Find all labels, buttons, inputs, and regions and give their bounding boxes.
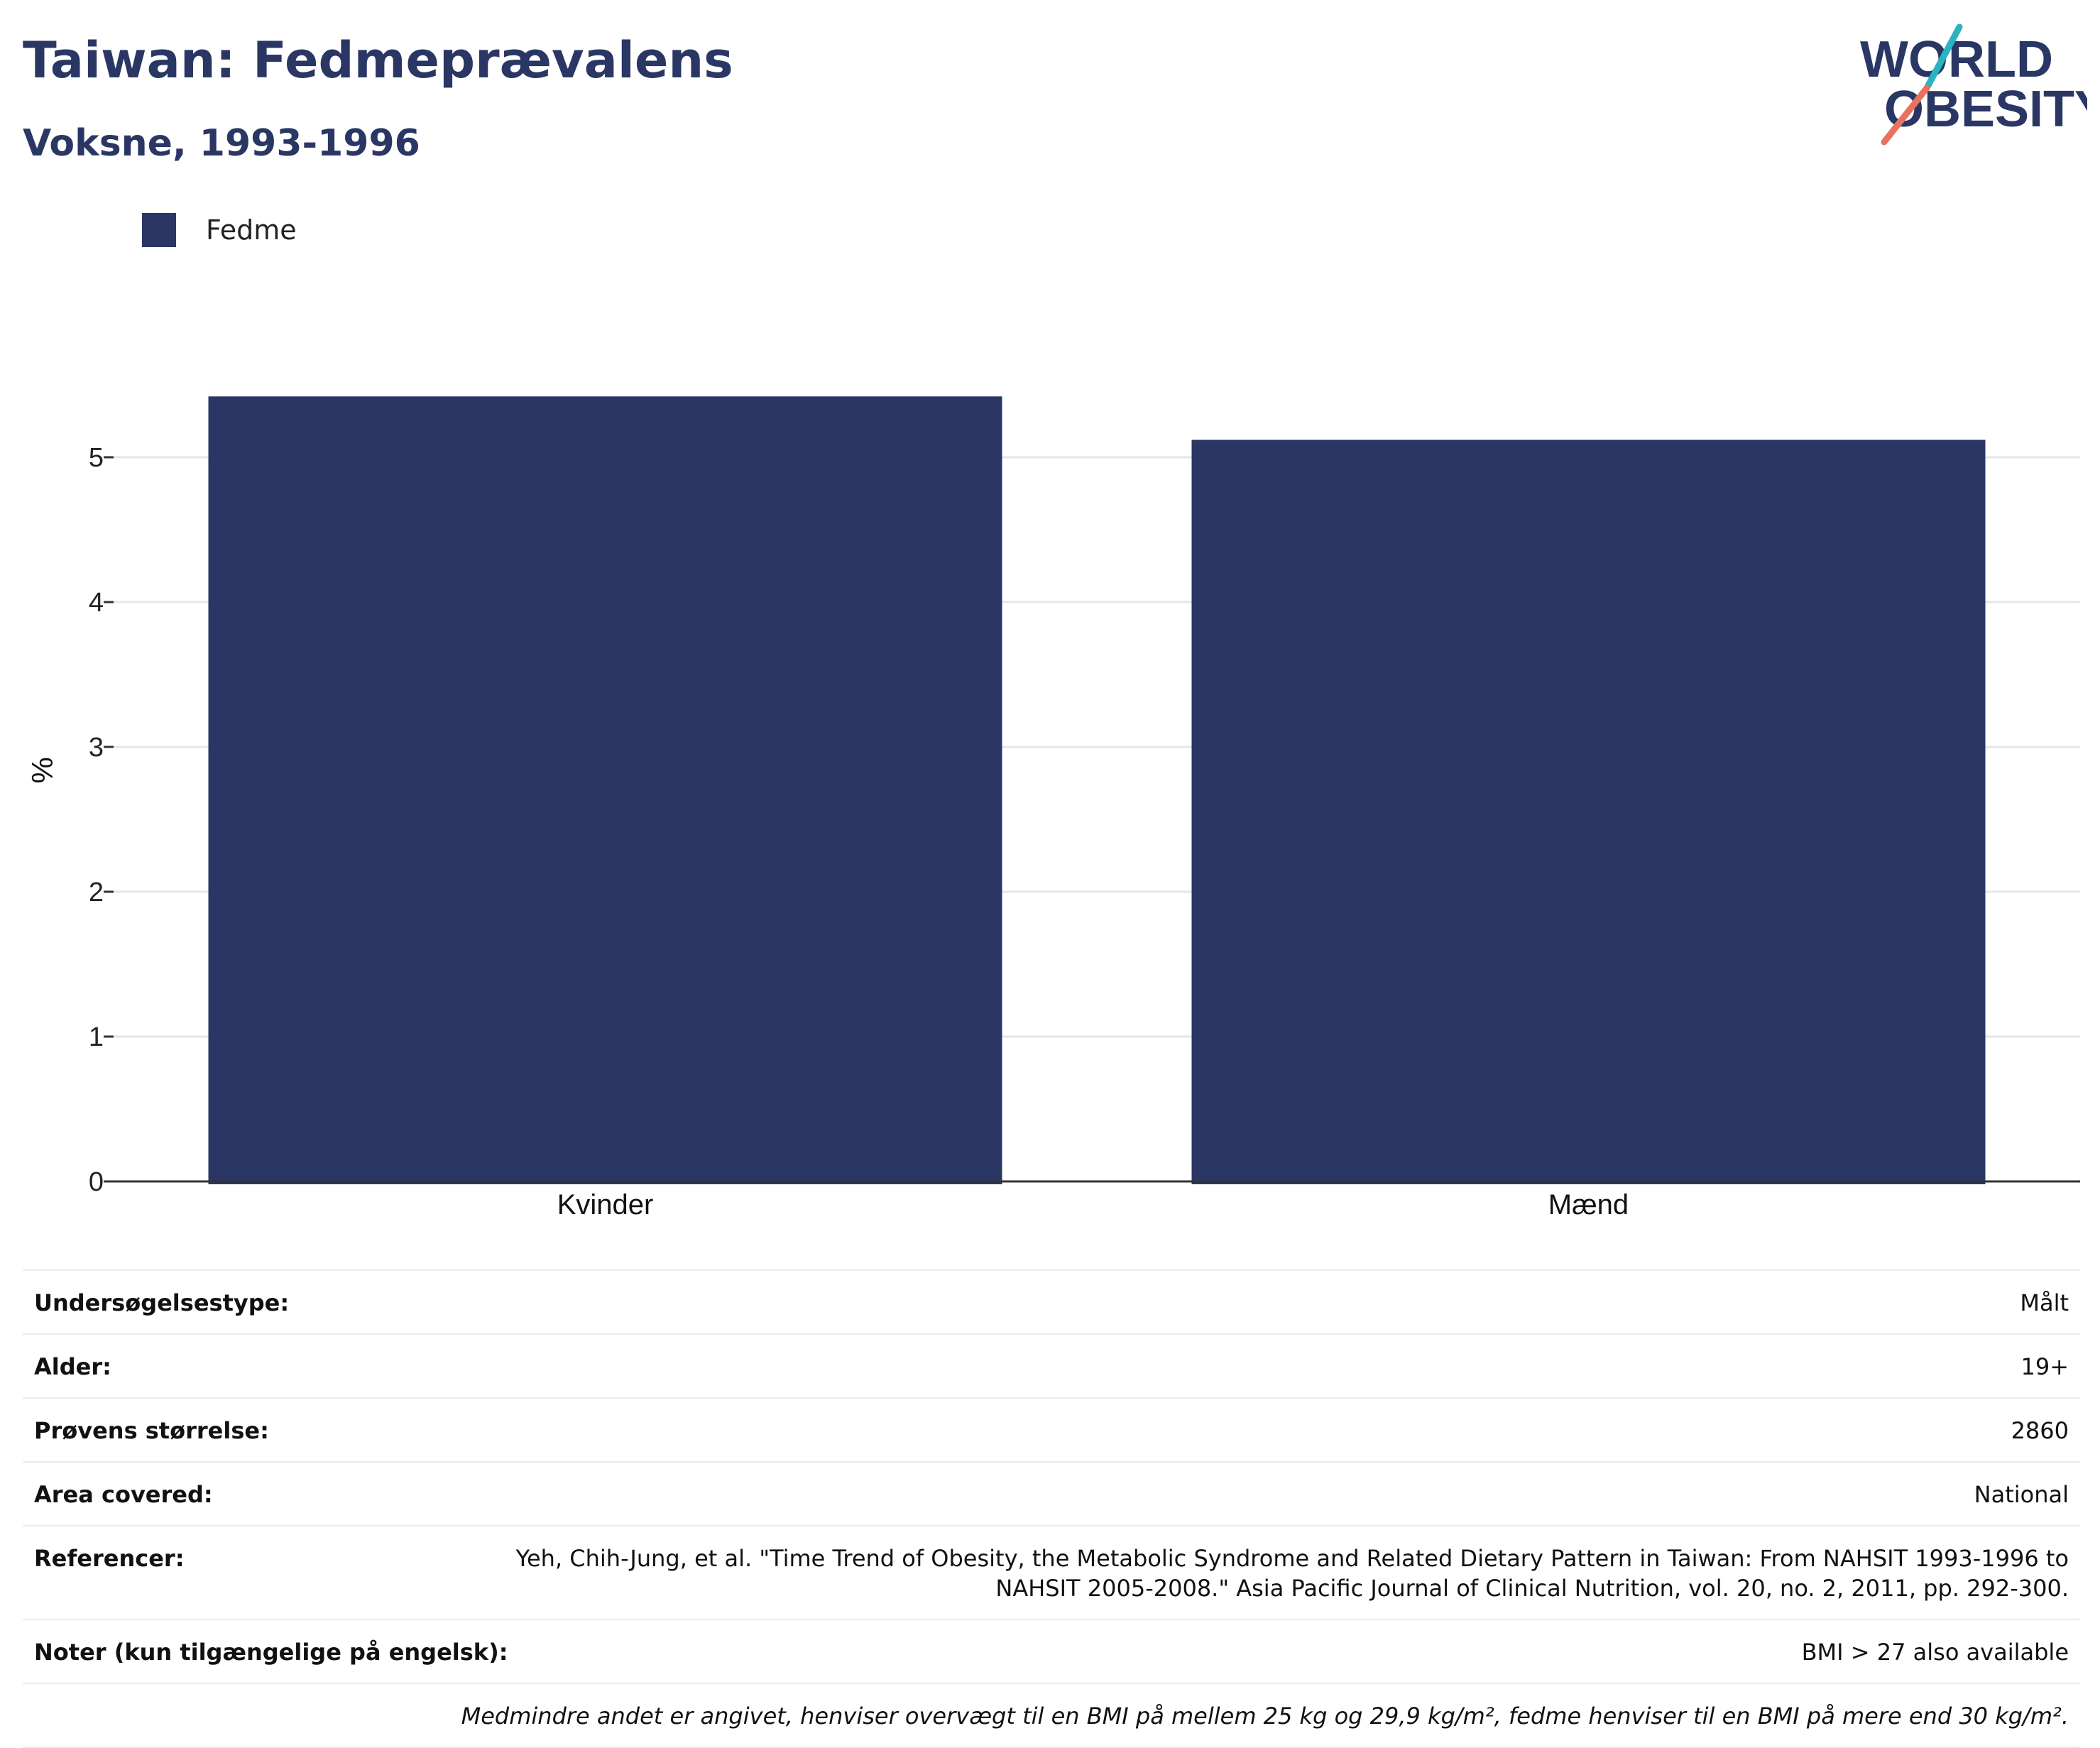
page-subtitle: Voksne, 1993-1996 [23,122,420,165]
info-row: Prøvens størrelse: 2860 [23,1397,2080,1461]
info-row-value: 2860 [2011,1417,2069,1444]
y-axis-ticks: 0 1 2 3 4 5 [89,443,104,1197]
bar-mænd[interactable] [1191,439,1986,1184]
info-row-label: Noter (kun tilgængelige på engelsk): [34,1639,508,1666]
y-tick-label: 5 [89,443,104,473]
y-tick-label: 1 [89,1022,104,1052]
logo-slash-coral [1881,84,1930,146]
bars [208,396,1986,1184]
info-row: Undersøgelsestype: Målt [23,1269,2080,1333]
page-title: Taiwan: Fedmeprævalens [23,31,733,89]
info-row-value: Yeh, Chih-Jung, et al. "Time Trend of Ob… [515,1545,2069,1602]
info-row: Noter (kun tilgængelige på engelsk): BMI … [23,1619,2080,1683]
info-row-value: Målt [2020,1289,2069,1316]
x-category-label: Kvinder [557,1189,654,1220]
bar-kvinder[interactable] [208,396,1002,1184]
info-row-label: Alder: [34,1353,111,1380]
y-tick-label: 2 [89,878,104,907]
survey-info-table: Undersøgelsestype: Målt Alder: 19+ Prøvens s… [23,1269,2080,1748]
logo-line-1: WORLD [1860,31,2053,88]
y-tick-label: 4 [89,588,104,618]
info-row-label: Prøvens størrelse: [34,1417,269,1444]
info-row-label: Undersøgelsestype: [34,1289,290,1316]
legend-swatch [142,213,176,247]
info-row: Alder: 19+ [23,1333,2080,1397]
legend-label: Fedme [206,214,297,246]
info-row-label: Area covered: [34,1481,213,1508]
y-tick-label: 3 [89,733,104,763]
y-axis-label: % [26,757,59,783]
info-row-value: BMI > 27 also available [1801,1639,2069,1666]
footnote: Medmindre andet er angivet, henviser ove… [23,1683,2080,1748]
info-row: Area covered: National [23,1461,2080,1525]
bar-chart: 0 1 2 3 4 5 Kvinder Mænd % [26,396,2080,1220]
y-tick-label: 0 [89,1167,104,1197]
x-category-label: Mænd [1548,1189,1629,1220]
x-axis-categories: Kvinder Mænd [557,1189,1629,1220]
chart-legend[interactable]: Fedme [142,212,297,248]
info-row-label: Referencer: [34,1545,185,1572]
logo-slash-teal [1923,23,1963,92]
info-row-value: National [1974,1481,2069,1508]
info-row: Referencer: Yeh, Chih-Jung, et al. "Time … [23,1525,2080,1619]
world-obesity-logo: WORLD OBESITY [1860,23,2087,146]
info-row-value: 19+ [2020,1353,2069,1380]
logo-line-2: OBESITY [1884,81,2087,138]
